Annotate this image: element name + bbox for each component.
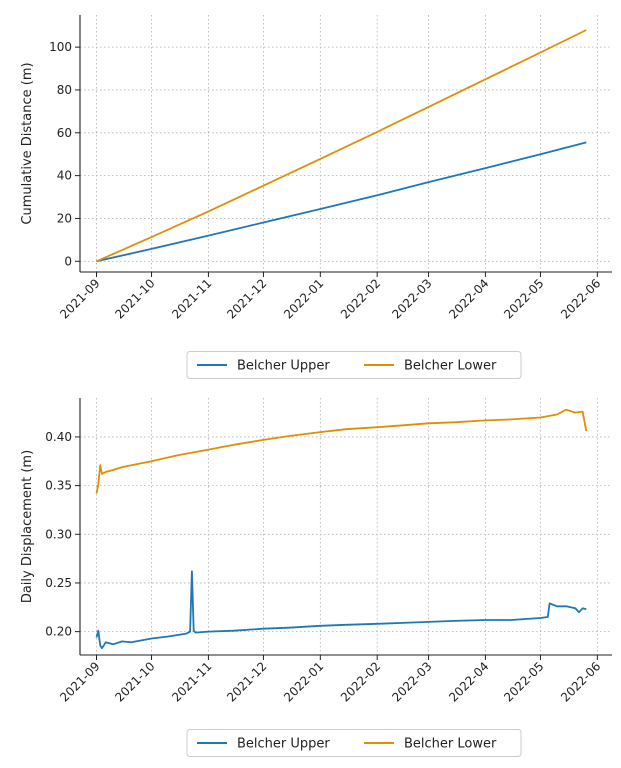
y-tick-label: 0.35 (45, 479, 72, 493)
chart-panel-1: 0 20 40 60 80 100 2021-09 2021-10 2021-11 2021-12… (20, 15, 612, 379)
legend: Belcher Upper Belcher Lower (186, 351, 522, 379)
y-tick-label: 0.30 (45, 527, 72, 541)
series-line-belcher-lower (96, 29, 587, 263)
y-tick-label: 20 (57, 211, 72, 225)
legend-label: Belcher Upper (237, 737, 330, 752)
x-tick-label: 2022-05 (501, 659, 546, 704)
x-tick-label: 2021-09 (57, 276, 102, 321)
x-tick-label: 2021-09 (57, 659, 102, 704)
y-tick-label: 60 (57, 126, 72, 140)
series-line-belcher-upper (95, 570, 587, 650)
x-tick-label: 2022-06 (558, 276, 603, 321)
x-tick-label: 2021-12 (224, 659, 269, 704)
x-tick-label: 2022-06 (558, 659, 603, 704)
y-axis-label: Cumulative Distance (m) (20, 62, 35, 224)
legend: Belcher Upper Belcher Lower (186, 729, 522, 757)
x-tick-label: 2022-02 (338, 276, 383, 321)
y-tick-label: 100 (49, 40, 72, 54)
x-tick-label: 2021-11 (169, 659, 214, 704)
x-tick-label: 2022-01 (281, 659, 326, 704)
y-tick-label: 0.40 (45, 430, 72, 444)
series-line-belcher-lower (95, 408, 588, 494)
x-tick-label: 2022-04 (446, 659, 491, 704)
x-tick-label: 2022-01 (281, 276, 326, 321)
x-tick-label: 2022-03 (389, 276, 434, 321)
legend-frame (186, 351, 522, 379)
x-tick-label: 2021-10 (112, 659, 157, 704)
x-tick-label: 2021-10 (112, 276, 157, 321)
x-tick-label: 2021-12 (224, 276, 269, 321)
legend-label: Belcher Upper (237, 359, 330, 374)
x-tick-label: 2022-04 (446, 276, 491, 321)
x-tick-label: 2022-02 (338, 659, 383, 704)
x-tick-label: 2022-03 (389, 659, 434, 704)
legend-frame (186, 729, 522, 757)
x-tick-label: 2021-11 (169, 276, 214, 321)
chart-panel-2: 0.20 0.25 0.30 0.35 0.40 2021-09 2021-10 2021-1… (20, 398, 612, 757)
y-axis-label: Daily Displacement (m) (20, 450, 35, 603)
y-tick-label: 40 (57, 169, 72, 183)
legend-label: Belcher Lower (404, 737, 497, 752)
y-tick-label: 0.20 (45, 625, 72, 639)
series-line-belcher-upper (96, 141, 587, 263)
y-tick-label: 0.25 (45, 576, 72, 590)
y-tick-label: 80 (57, 83, 72, 97)
y-tick-label: 0 (64, 254, 72, 268)
x-tick-label: 2022-05 (501, 276, 546, 321)
legend-label: Belcher Lower (404, 359, 497, 374)
